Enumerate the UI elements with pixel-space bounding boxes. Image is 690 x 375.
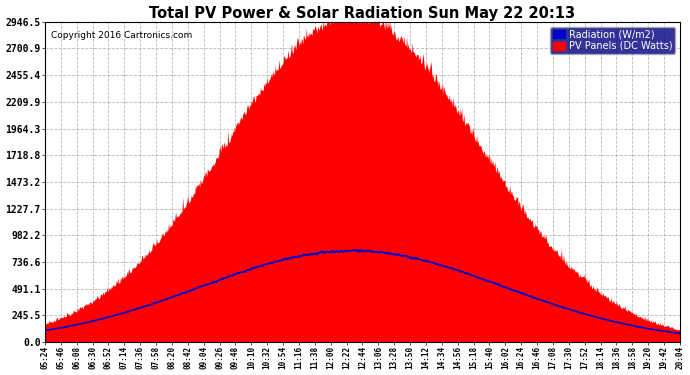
Text: Copyright 2016 Cartronics.com: Copyright 2016 Cartronics.com [51,32,193,40]
Title: Total PV Power & Solar Radiation Sun May 22 20:13: Total PV Power & Solar Radiation Sun May… [150,6,575,21]
Legend: Radiation (W/m2), PV Panels (DC Watts): Radiation (W/m2), PV Panels (DC Watts) [550,27,675,54]
